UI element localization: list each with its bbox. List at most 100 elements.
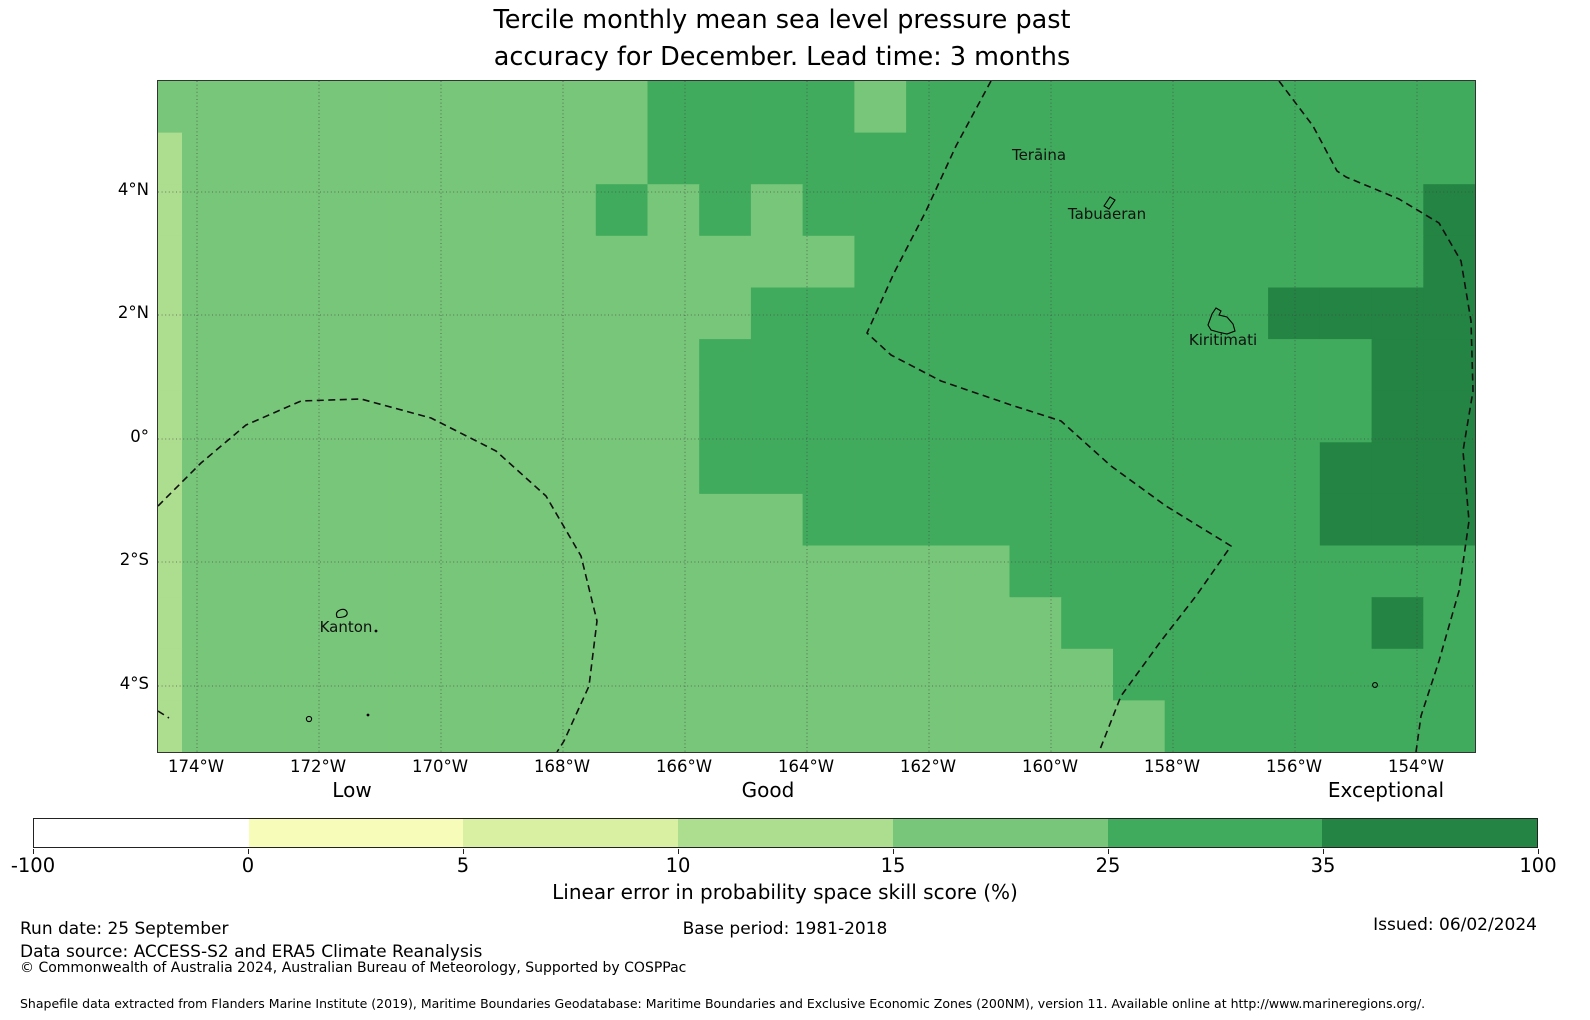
colorbar-segment xyxy=(248,819,464,847)
map-cell xyxy=(1113,132,1166,185)
map-cell xyxy=(802,493,855,547)
map-cell xyxy=(1164,545,1218,598)
map-cell xyxy=(802,545,855,598)
map-cell xyxy=(957,81,1011,134)
map-cell xyxy=(1113,493,1166,547)
map-cell xyxy=(337,493,390,547)
map-cell xyxy=(1009,648,1062,702)
map-cell xyxy=(1371,648,1424,702)
colorbar-segment xyxy=(678,819,893,847)
map-cell xyxy=(440,287,493,340)
map-cell xyxy=(544,545,597,598)
place-label-tabuaeran: Tabuaeran xyxy=(1067,205,1146,223)
colorbar-tick-label: -100 xyxy=(10,854,56,877)
map-cell xyxy=(1268,442,1321,495)
map-cell xyxy=(1319,597,1373,650)
map-cell xyxy=(647,287,700,340)
map-cell xyxy=(1423,648,1475,702)
map-cell xyxy=(595,132,649,185)
map-cell xyxy=(1216,287,1269,340)
map-cell xyxy=(388,339,442,392)
islet-dot-2 xyxy=(366,713,370,717)
lon-tick-label: 162°W xyxy=(899,757,957,776)
islet-ring-1 xyxy=(305,715,313,723)
shapefile-note: Shapefile data extracted from Flanders M… xyxy=(20,996,1426,1011)
map-cell xyxy=(544,184,597,237)
map-cell xyxy=(1061,493,1114,547)
map-cell xyxy=(337,235,390,289)
map-cell xyxy=(906,390,959,443)
map-cell xyxy=(388,545,442,598)
map-cell xyxy=(1009,442,1062,495)
map-cell xyxy=(285,442,338,495)
map-cell xyxy=(647,442,700,495)
map-cell xyxy=(440,390,493,443)
map-cell xyxy=(1061,442,1114,495)
map-cell xyxy=(750,184,804,237)
eez-boundary-east xyxy=(1278,81,1474,752)
map-cell xyxy=(1216,235,1269,289)
colorbar-tick-label: 15 xyxy=(880,854,906,877)
map-cell xyxy=(158,235,183,289)
map-cell xyxy=(492,700,545,752)
map-cell xyxy=(1061,235,1114,289)
tabuaeran-islet xyxy=(1103,196,1116,210)
map-cell xyxy=(1061,287,1114,340)
map-cell xyxy=(957,132,1011,185)
map-cell xyxy=(1423,184,1475,237)
eez-boundary-line-islands xyxy=(866,81,1232,752)
map-cell xyxy=(233,493,287,547)
map-cell xyxy=(1113,700,1166,752)
map-cell xyxy=(1009,81,1062,134)
map-cell xyxy=(1371,339,1424,392)
map-cell xyxy=(802,597,855,650)
map-cell xyxy=(1216,184,1269,237)
map-cell xyxy=(1009,132,1062,185)
map-cell xyxy=(595,287,649,340)
map-cell xyxy=(1268,339,1321,392)
colorbar-segment xyxy=(1107,819,1323,847)
map-cell xyxy=(1164,648,1218,702)
map-cell xyxy=(1164,493,1218,547)
map-cell xyxy=(440,442,493,495)
map-cell xyxy=(285,390,338,443)
map-cell xyxy=(233,184,287,237)
colorbar-tick-label: 10 xyxy=(665,854,691,877)
map-cell xyxy=(233,545,287,598)
map-cell xyxy=(699,132,752,185)
map-cell xyxy=(750,81,804,134)
map-cell xyxy=(854,597,907,650)
colorbar-tick-label: 25 xyxy=(1095,854,1121,877)
map-cell xyxy=(699,287,752,340)
map-cell xyxy=(1164,132,1218,185)
map-cell xyxy=(1268,81,1321,134)
map-cell xyxy=(957,287,1011,340)
map-cell xyxy=(1113,597,1166,650)
map-cell xyxy=(158,648,183,702)
map-cell xyxy=(957,184,1011,237)
map-cell xyxy=(957,442,1011,495)
map-cell xyxy=(1423,287,1475,340)
map-cell xyxy=(233,339,287,392)
map-cell xyxy=(1113,545,1166,598)
map-cell xyxy=(957,700,1011,752)
map-cell xyxy=(906,184,959,237)
map-cell xyxy=(1319,184,1373,237)
map-cell xyxy=(1319,390,1373,443)
lon-tick-label: 164°W xyxy=(777,757,835,776)
map-cell xyxy=(285,339,338,392)
map-cell xyxy=(233,390,287,443)
map-cell xyxy=(1423,235,1475,289)
lat-tick-label: 0° xyxy=(130,427,149,446)
map-cell xyxy=(957,235,1011,289)
map-cell xyxy=(337,597,390,650)
map-cell xyxy=(1371,700,1424,752)
map-cell xyxy=(1216,700,1269,752)
data-source-text: Data source: ACCESS-S2 and ERA5 Climate … xyxy=(20,942,483,962)
map-cell xyxy=(285,235,338,289)
map-cell xyxy=(906,235,959,289)
map-cell xyxy=(1164,184,1218,237)
map-cell xyxy=(906,81,959,134)
map-cell xyxy=(1268,545,1321,598)
map-cell xyxy=(1319,493,1373,547)
